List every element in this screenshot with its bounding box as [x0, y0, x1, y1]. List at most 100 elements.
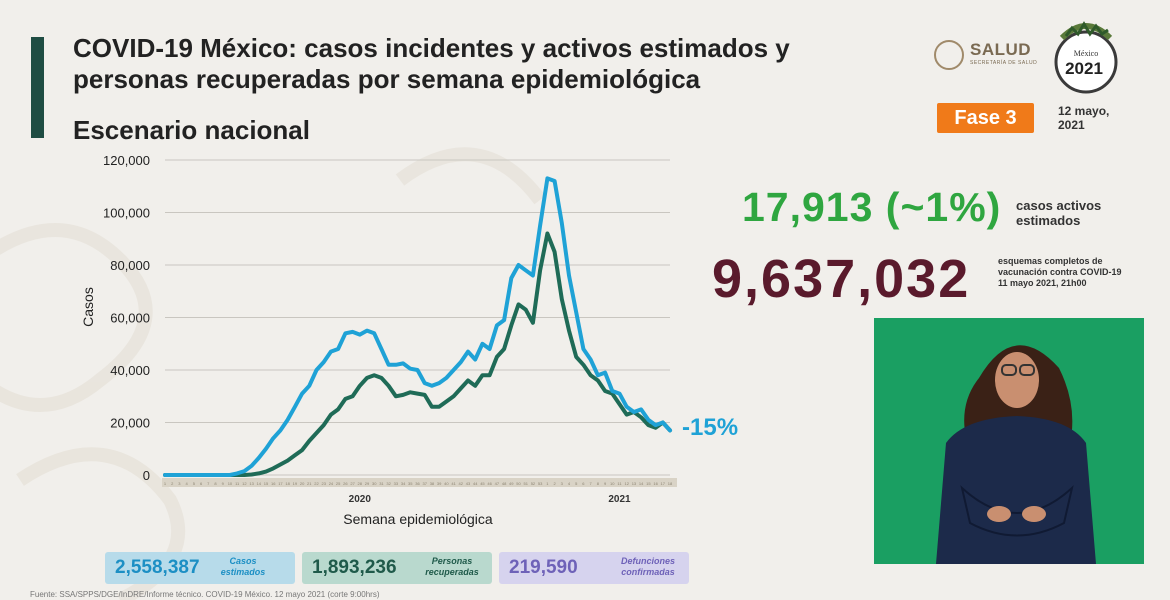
salud-seal-icon: [934, 40, 964, 70]
x-tick-label: 46: [487, 481, 492, 486]
x-tick-label: 32: [386, 481, 391, 486]
x-tick-label: 19: [293, 481, 298, 486]
salud-logo-subtitle: SECRETARÍA DE SALUD: [970, 60, 1038, 66]
x-axis-label: Semana epidemiológica: [343, 511, 493, 527]
y-tick-label: 60,000: [110, 311, 150, 326]
x-tick-label: 52: [531, 481, 536, 486]
x-tick-label: 49: [509, 481, 514, 486]
x-tick-label: 10: [228, 481, 233, 486]
interpreter-figure: [936, 345, 1096, 564]
x-tick-label: 1: [546, 481, 549, 486]
x-tick-label: 17: [661, 481, 666, 486]
cases-line-chart: 020,00040,00060,00080,000100,000120,000 …: [80, 153, 738, 527]
x-tick-label: 3: [178, 481, 181, 486]
change-annotation: -15%: [682, 414, 738, 441]
deaths-value: 219,590: [509, 557, 578, 578]
x-tick-label: 36: [415, 481, 420, 486]
mexico-logo-label: México: [1074, 49, 1098, 58]
x-tick-label: 16: [271, 481, 276, 486]
x-axis-week-band: 1 2 3 4 5 6 7 8 9 10 11 12 13 14 15 16 17 18 19 20 21 22 23 24 2…: [162, 478, 677, 505]
report-date-text: 12 mayo, 2021: [1058, 104, 1110, 132]
mexico-logo-year: 2021: [1065, 59, 1103, 78]
x-tick-label: 18: [668, 481, 673, 486]
x-tick-label: 24: [329, 481, 334, 486]
recovered-value: 1,893,236: [312, 557, 397, 578]
estimated-cases-value: 2,558,387: [115, 557, 200, 578]
y-tick-label: 120,000: [103, 153, 150, 168]
x-tick-label: 38: [430, 481, 435, 486]
x-tick-label: 33: [394, 481, 399, 486]
x-tick-label: 41: [451, 481, 456, 486]
x-tick-label: 1: [164, 481, 167, 486]
x-tick-label: 11: [235, 481, 240, 486]
y-tick-label: 20,000: [110, 416, 150, 431]
x-tick-label: 15: [264, 481, 269, 486]
x-tick-label: 23: [321, 481, 326, 486]
x-tick-label: 9: [222, 481, 225, 486]
active-cases-value: 17,913 (~1%): [742, 184, 1002, 230]
x-tick-label: 2: [553, 481, 556, 486]
x-tick-label: 13: [632, 481, 637, 486]
x-tick-label: 39: [437, 481, 442, 486]
estimated-cases-box: 2,558,387 Casos estimados: [105, 552, 295, 584]
x-tick-label: 48: [502, 481, 507, 486]
x-tick-label: 53: [538, 481, 543, 486]
x-tick-label: 20: [300, 481, 305, 486]
x-tick-label: 4: [186, 481, 189, 486]
series-line-estimated: [163, 176, 672, 477]
x-tick-label: 30: [372, 481, 377, 486]
x-tick-label: 8: [597, 481, 600, 486]
x-tick-label: 7: [590, 481, 593, 486]
x-tick-label: 6: [582, 481, 585, 486]
vaccination-date: 11 mayo 2021, 21h00: [998, 278, 1087, 288]
x-tick-label: 8: [214, 481, 217, 486]
sign-language-interpreter-video: [874, 318, 1144, 564]
x-tick-label: 14: [257, 481, 262, 486]
y-axis-label: Casos: [80, 287, 96, 327]
chart-series: [163, 176, 672, 477]
x-tick-label: 21: [307, 481, 312, 486]
x-tick-label: 51: [523, 481, 528, 486]
estimated-cases-label: Casos estimados: [220, 556, 266, 577]
phase-badge: Fase 3: [937, 103, 1034, 133]
x-tick-label: 12: [242, 481, 247, 486]
recovered-box: 1,893,236 Personas recuperadas: [302, 552, 492, 584]
y-tick-label: 0: [143, 468, 150, 483]
source-footer: Fuente: SSA/SPPS/DGE/InDRE/Informe técni…: [30, 590, 380, 599]
x-tick-label: 17: [278, 481, 283, 486]
x-tick-label: 28: [358, 481, 363, 486]
x-tick-label: 15: [646, 481, 651, 486]
active-cases-label-text: casos activos estimados: [1016, 198, 1102, 228]
x-tick-label: 12: [624, 481, 629, 486]
y-tick-label: 80,000: [110, 258, 150, 273]
active-cases-label: casos activos estimados: [1016, 198, 1121, 228]
x-tick-label: 7: [207, 481, 210, 486]
x-tick-label: 18: [285, 481, 290, 486]
vaccination-label-text: esquemas completos de vacunación contra …: [998, 256, 1122, 277]
x-tick-label: 44: [473, 481, 478, 486]
x-tick-label: 16: [653, 481, 658, 486]
x-tick-label: 34: [401, 481, 406, 486]
x-tick-label: 31: [379, 481, 384, 486]
y-tick-label: 100,000: [103, 206, 150, 221]
x-axis-band: [162, 478, 677, 487]
x-tick-label: 47: [495, 481, 500, 486]
salud-logo: SALUD: [970, 40, 1032, 59]
page-subtitle: Escenario nacional: [73, 115, 310, 145]
page-title: COVID-19 México: casos incidentes y acti…: [73, 33, 790, 94]
recovered-label: Personas recuperadas: [425, 556, 479, 577]
x-tick-label: 25: [336, 481, 341, 486]
year-label: 2020: [349, 494, 372, 505]
x-tick-label: 45: [480, 481, 485, 486]
x-tick-label: 40: [444, 481, 449, 486]
x-tick-label: 43: [466, 481, 471, 486]
x-tick-label: 5: [575, 481, 578, 486]
x-tick-label: 11: [617, 481, 622, 486]
deaths-box: 219,590 Defunciones confirmadas: [499, 552, 689, 584]
year-label: 2021: [608, 494, 631, 505]
y-tick-label: 40,000: [110, 363, 150, 378]
x-tick-label: 37: [422, 481, 427, 486]
vaccination-label: esquemas completos de vacunación contra …: [998, 256, 1128, 289]
y-axis-ticks: 0 20,000 40,000 60,000 80,000 100,000 120,000: [103, 153, 150, 483]
x-tick-label: 14: [639, 481, 644, 486]
